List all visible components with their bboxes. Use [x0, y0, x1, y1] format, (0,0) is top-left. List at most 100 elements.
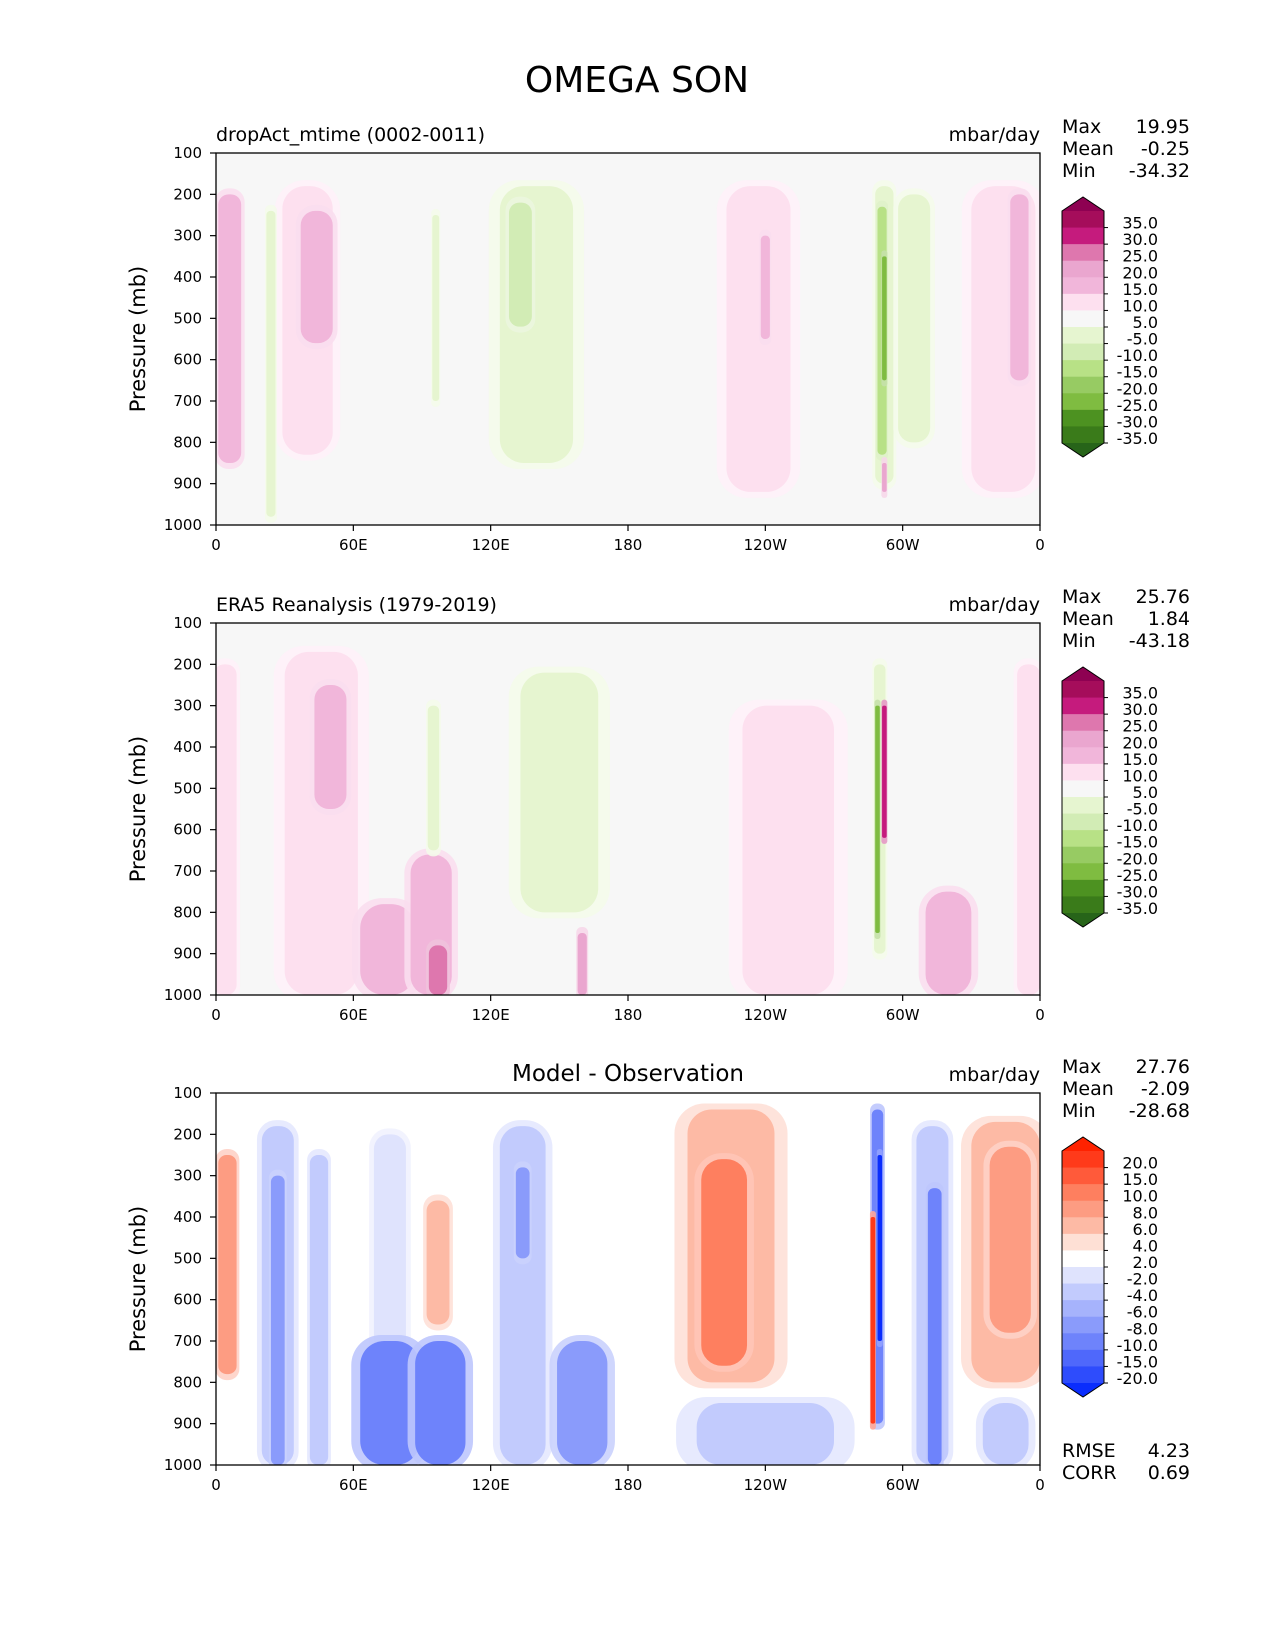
units-label: mbar/day [949, 1064, 1040, 1086]
colorbar-swatch [1062, 211, 1104, 229]
colorbar-label: 4.0 [1133, 1236, 1158, 1255]
field-feature [982, 1403, 1029, 1465]
x-tick-label: 0 [1035, 1476, 1045, 1494]
colorbar-label: 10.0 [1122, 766, 1158, 785]
x-tick-label: 0 [211, 1006, 221, 1024]
panel-title: Model - Observation [512, 1061, 744, 1087]
x-tick-label: 60W [886, 1006, 920, 1024]
colorbar-swatch [1062, 1250, 1104, 1268]
y-tick-label: 1000 [164, 1456, 202, 1474]
field-feature [266, 210, 276, 517]
y-tick-label: 400 [173, 268, 202, 286]
colorbar-swatch [1062, 1316, 1104, 1334]
field-feature [557, 1341, 608, 1465]
colorbar-swatch [1062, 409, 1104, 427]
colorbar-label: 30.0 [1122, 700, 1158, 719]
colorbar-swatch [1062, 343, 1104, 361]
colorbar-swatch [1062, 1267, 1104, 1285]
colorbar-difference: 20.015.010.08.06.04.02.0-2.0-4.0-6.0-8.0… [1061, 1136, 1158, 1398]
stat-label: Min [1062, 630, 1096, 652]
stat-label: Min [1062, 160, 1096, 182]
x-tick-label: 0 [211, 536, 221, 554]
stat-label: Max [1062, 586, 1101, 608]
field-feature [1010, 194, 1029, 381]
field-feature [882, 705, 887, 838]
x-tick-label: 60W [886, 536, 920, 554]
stat-label: Max [1062, 1056, 1101, 1078]
colorbar-label: 15.0 [1122, 750, 1158, 769]
y-tick-label: 400 [173, 738, 202, 756]
y-tick-label: 200 [173, 1125, 202, 1143]
stat-label: Mean [1062, 608, 1114, 630]
panel-difference: 0 60E 120E 180 120W 60W 0 100 200 300 400 500 600 700… [126, 1056, 1190, 1494]
colorbar-swatch [1062, 730, 1104, 748]
y-tick-label: 800 [173, 433, 202, 451]
colorbar-label: -20.0 [1117, 1369, 1158, 1388]
y-tick-label: 800 [173, 903, 202, 921]
y-tick-label: 700 [173, 862, 202, 880]
field-feature [499, 1126, 546, 1465]
colorbar-label: 20.0 [1122, 733, 1158, 752]
stat-label: Mean [1062, 138, 1114, 160]
stat-value: -43.18 [1129, 630, 1190, 652]
x-tick-label: 60W [886, 1476, 920, 1494]
y-tick-label: 100 [173, 1084, 202, 1102]
y-tick-label: 200 [173, 655, 202, 673]
x-tick-label: 120E [472, 1006, 510, 1024]
colorbar-swatch [1062, 293, 1104, 311]
y-tick-label: 300 [173, 1167, 202, 1185]
field-feature [426, 1200, 450, 1325]
colorbar-swatch [1062, 1300, 1104, 1318]
stat-value: -34.32 [1129, 160, 1190, 182]
colorbar-extend-top [1062, 1137, 1104, 1151]
colorbar-label: 20.0 [1122, 263, 1158, 282]
field-feature [508, 202, 532, 327]
field-feature [218, 1155, 237, 1375]
panel-test: 0 60E 120E 180 120W 60W 0 100 200 300 400 500 600 700… [126, 116, 1190, 554]
y-tick-label: 700 [173, 1332, 202, 1350]
stat-value: -28.68 [1129, 1100, 1190, 1122]
colorbar-label: -25.0 [1117, 396, 1158, 415]
colorbar-label: 30.0 [1122, 230, 1158, 249]
stat-value: -2.09 [1141, 1078, 1190, 1100]
field-feature [882, 256, 887, 381]
colorbar-swatch [1062, 327, 1104, 345]
colorbar-swatch [1062, 310, 1104, 328]
colorbar-extend-top [1062, 197, 1104, 211]
y-axis-label: Pressure (mb) [126, 1206, 150, 1353]
stat-label: Max [1062, 116, 1101, 138]
colorbar-label: -35.0 [1117, 429, 1158, 448]
x-tick-label: 120E [472, 1476, 510, 1494]
colorbar-extend-bottom [1062, 1383, 1104, 1397]
y-tick-label: 1000 [164, 516, 202, 534]
field-feature [427, 705, 440, 851]
colorbar-swatch [1062, 879, 1104, 897]
colorbar-label: 2.0 [1133, 1253, 1158, 1272]
y-tick-label: 800 [173, 1373, 202, 1391]
panel-title: dropAct_mtime (0002-0011) [216, 124, 485, 146]
y-tick-label: 600 [173, 821, 202, 839]
field-feature [760, 235, 770, 339]
colorbar-swatch [1062, 747, 1104, 765]
units-label: mbar/day [949, 124, 1040, 146]
y-axis-label: Pressure (mb) [126, 736, 150, 883]
y-tick-label: 600 [173, 351, 202, 369]
colorbar-label: -10.0 [1117, 816, 1158, 835]
field-feature [309, 1155, 329, 1465]
colorbar-swatch [1062, 260, 1104, 278]
colorbar-label: -20.0 [1117, 379, 1158, 398]
field-feature [360, 1341, 420, 1465]
field-feature [432, 215, 440, 401]
colorbar-label: 8.0 [1133, 1203, 1158, 1222]
colorbar-label: -5.0 [1127, 800, 1158, 819]
y-tick-label: 200 [173, 185, 202, 203]
colorbar-label: -15.0 [1117, 363, 1158, 382]
stat-value: 1.84 [1148, 608, 1190, 630]
y-tick-label: 1000 [164, 986, 202, 1004]
y-tick-label: 500 [173, 779, 202, 797]
colorbar-swatch [1062, 714, 1104, 732]
colorbar-label: -25.0 [1117, 866, 1158, 885]
colorbar-label: -20.0 [1117, 849, 1158, 868]
colorbar-swatch [1062, 244, 1104, 262]
colorbar-swatch [1062, 1233, 1104, 1251]
